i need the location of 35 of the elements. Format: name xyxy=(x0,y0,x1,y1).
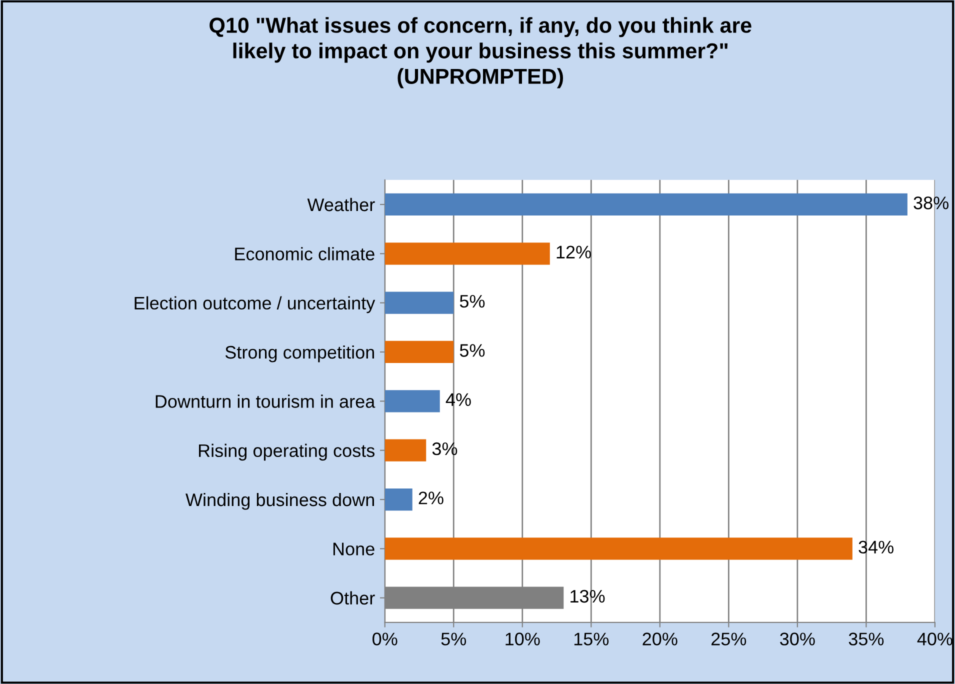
data-label: 5% xyxy=(460,294,485,308)
data-label: 2% xyxy=(418,492,444,504)
bar xyxy=(384,292,454,314)
x-tick-label: 0% xyxy=(372,632,398,646)
x-tick-label: 5% xyxy=(441,632,466,646)
x-tick-label: 35% xyxy=(848,632,884,646)
x-tick-label: 30% xyxy=(780,632,815,646)
y-tick-label: Downturn in tourism in area xyxy=(156,394,376,408)
data-label: 5% xyxy=(460,344,485,357)
bar xyxy=(384,193,908,216)
y-tick-label: None xyxy=(333,542,374,556)
x-tick-label: 25% xyxy=(712,632,746,646)
data-label: 3% xyxy=(432,442,458,456)
bar xyxy=(384,242,550,265)
y-tick-label: Other xyxy=(330,591,375,605)
y-tick-label: Economic climate xyxy=(235,247,374,260)
data-label: 34% xyxy=(858,540,894,554)
bar xyxy=(384,340,454,364)
y-tick-label: Election outcome / uncertainty xyxy=(134,296,376,314)
x-tick-label: 15% xyxy=(574,632,609,646)
bar xyxy=(384,488,412,511)
bar xyxy=(384,439,426,462)
chart-title: Q10 "What issues of concern, if any, do you think are likely to impact on your business this summer?" (UNPROMPTED) xyxy=(210,17,752,88)
y-tick-label: Winding business down xyxy=(186,492,374,510)
data-label: 13% xyxy=(570,590,605,603)
bar xyxy=(384,390,440,412)
data-label: 12% xyxy=(556,246,591,258)
x-tick-label: 10% xyxy=(506,632,540,646)
y-tick-label: Weather xyxy=(307,198,375,212)
x-tick-label: 20% xyxy=(642,632,678,646)
y-tick-label: Strong competition xyxy=(225,345,374,362)
y-tick-label: Rising operating costs xyxy=(198,444,374,461)
data-label: 4% xyxy=(446,393,471,406)
bar xyxy=(384,538,852,560)
data-label: 38% xyxy=(914,196,948,210)
